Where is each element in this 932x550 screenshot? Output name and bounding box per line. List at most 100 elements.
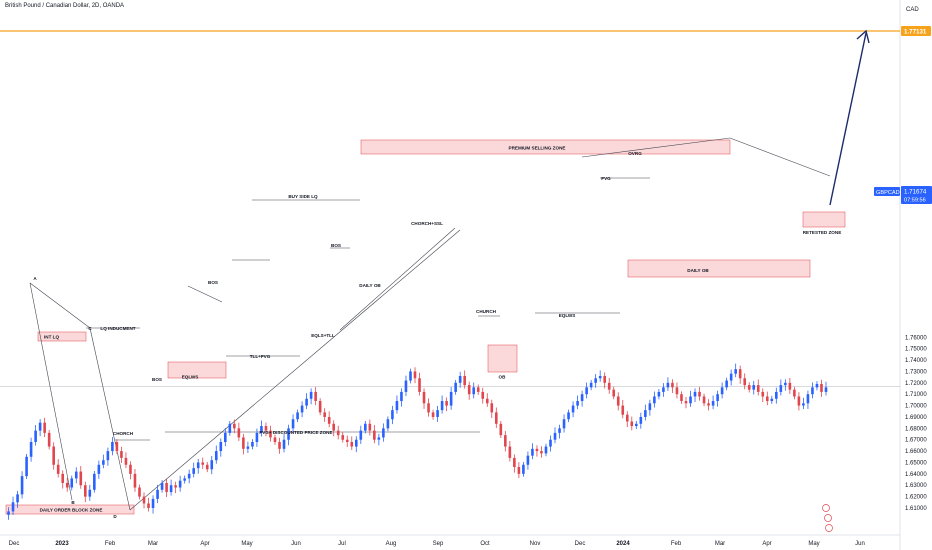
- candle-body: [373, 430, 376, 440]
- annotation-lines: [0, 29, 900, 511]
- y-axis[interactable]: 1.61000 1.62000 1.63000 1.64000 1.65000 1.660…: [905, 335, 927, 512]
- candle-body: [165, 482, 168, 493]
- x-tick-label: Apr: [762, 541, 771, 547]
- structure-line: [187, 285, 223, 303]
- candle-body: [517, 467, 521, 474]
- x-tick-label: Jul: [338, 541, 346, 547]
- countdown-label: 07:59:56: [904, 198, 926, 204]
- annotation-zone: [5, 504, 135, 515]
- candle-body: [499, 423, 503, 436]
- annotation-zone: [487, 344, 518, 373]
- annotation-label: EQLWS: [559, 313, 576, 318]
- structure-line: [339, 227, 456, 331]
- candle-body: [391, 410, 394, 420]
- y-tick-label: 1.68000: [905, 426, 927, 432]
- candle-body: [427, 403, 430, 413]
- candle-body: [793, 389, 796, 397]
- candle-body: [183, 478, 186, 481]
- event-icon[interactable]: [822, 504, 830, 512]
- candle-body: [318, 401, 322, 413]
- candle-body: [7, 511, 10, 515]
- candle-body: [273, 437, 277, 442]
- candle-body: [693, 391, 697, 397]
- candle-body: [16, 494, 19, 503]
- candle-body: [689, 396, 692, 404]
- candle-body: [567, 412, 570, 420]
- candle-body: [56, 464, 60, 474]
- candle-body: [576, 401, 579, 406]
- annotation-label: BOS: [331, 243, 341, 248]
- candle-body: [562, 419, 566, 429]
- zone-label: DAILY OB: [687, 268, 709, 273]
- annotation-zone: [167, 361, 227, 379]
- candle-body: [815, 383, 819, 388]
- annotation-zone: [627, 259, 811, 278]
- candle-body: [214, 451, 218, 461]
- candle-body: [431, 412, 435, 417]
- candle-body: [291, 419, 295, 429]
- candle-body: [418, 378, 421, 392]
- x-tick-label: Oct: [480, 541, 490, 547]
- candle-body: [707, 403, 710, 406]
- annotation-label: CHORCH+SSL: [411, 221, 443, 226]
- x-tick-label: Dec: [575, 541, 586, 547]
- candle-body: [598, 375, 602, 379]
- candle-body: [97, 464, 101, 474]
- candle-body: [327, 416, 331, 424]
- chart-title: British Pound / Canadian Dollar, 2D, OAN…: [5, 3, 125, 9]
- candle-body: [504, 435, 507, 447]
- candle-body: [233, 423, 236, 429]
- candle-body: [657, 391, 661, 397]
- candle-body: [820, 383, 823, 392]
- candle-body: [138, 487, 141, 497]
- candle-body: [680, 394, 683, 402]
- candle-body: [734, 369, 737, 374]
- target-price-badge: 1.77131: [901, 26, 931, 36]
- zone-label: RETESTED ZONE: [803, 230, 842, 235]
- candle-body: [336, 430, 340, 436]
- y-tick-label: 1.70000: [905, 404, 927, 410]
- swing-point-label: C: [88, 326, 92, 331]
- annotation-label: FVG+ DISCOUNTED PRICE ZONE: [259, 430, 332, 435]
- structure-line: [29, 282, 73, 501]
- candle-body: [314, 391, 317, 402]
- annotation-labels: DAILY ORDER BLOCK ZONE INT LQ EQLWS PREMIUM…: [33, 146, 841, 520]
- candle-body: [25, 456, 28, 477]
- candle-body: [350, 441, 354, 447]
- candle-body: [616, 396, 620, 406]
- candle-body: [784, 382, 787, 386]
- candle-body: [729, 373, 733, 381]
- candle-body: [743, 378, 747, 386]
- candle-body: [52, 446, 55, 465]
- candle-body: [174, 485, 177, 488]
- candle-body: [20, 476, 24, 495]
- candle-body: [621, 405, 625, 415]
- candle-body: [287, 428, 290, 440]
- event-icon[interactable]: [824, 514, 832, 522]
- y-tick-label: 1.65000: [905, 460, 927, 466]
- annotation-label: EQLS+TLL: [311, 333, 335, 338]
- x-tick-label: 2023: [55, 541, 69, 547]
- candle-body: [436, 410, 439, 417]
- candle-body: [395, 401, 399, 411]
- candle-body: [779, 385, 783, 392]
- x-tick-label: Nov: [530, 541, 541, 547]
- event-icon[interactable]: [825, 524, 833, 532]
- candle-body: [255, 432, 259, 442]
- candle-body: [531, 448, 534, 456]
- candle-body: [386, 419, 390, 429]
- candle-body: [644, 410, 647, 417]
- x-axis[interactable]: Dec 2023 Feb Mar Apr May Jun Jul Aug Sep Oct Nov Dec…: [9, 541, 865, 547]
- candle-body: [251, 441, 254, 447]
- zone-label: EQLWS: [182, 375, 199, 380]
- candle-body: [29, 441, 33, 457]
- candle-body: [797, 396, 801, 406]
- event-icons[interactable]: [822, 504, 833, 532]
- x-tick-label: Feb: [671, 541, 682, 547]
- projection-arrow: [829, 32, 867, 206]
- candle-body: [494, 412, 498, 424]
- candle-body: [205, 464, 209, 470]
- annotation-label: LQ INDUCMENT: [100, 326, 135, 331]
- candle-body: [142, 496, 146, 504]
